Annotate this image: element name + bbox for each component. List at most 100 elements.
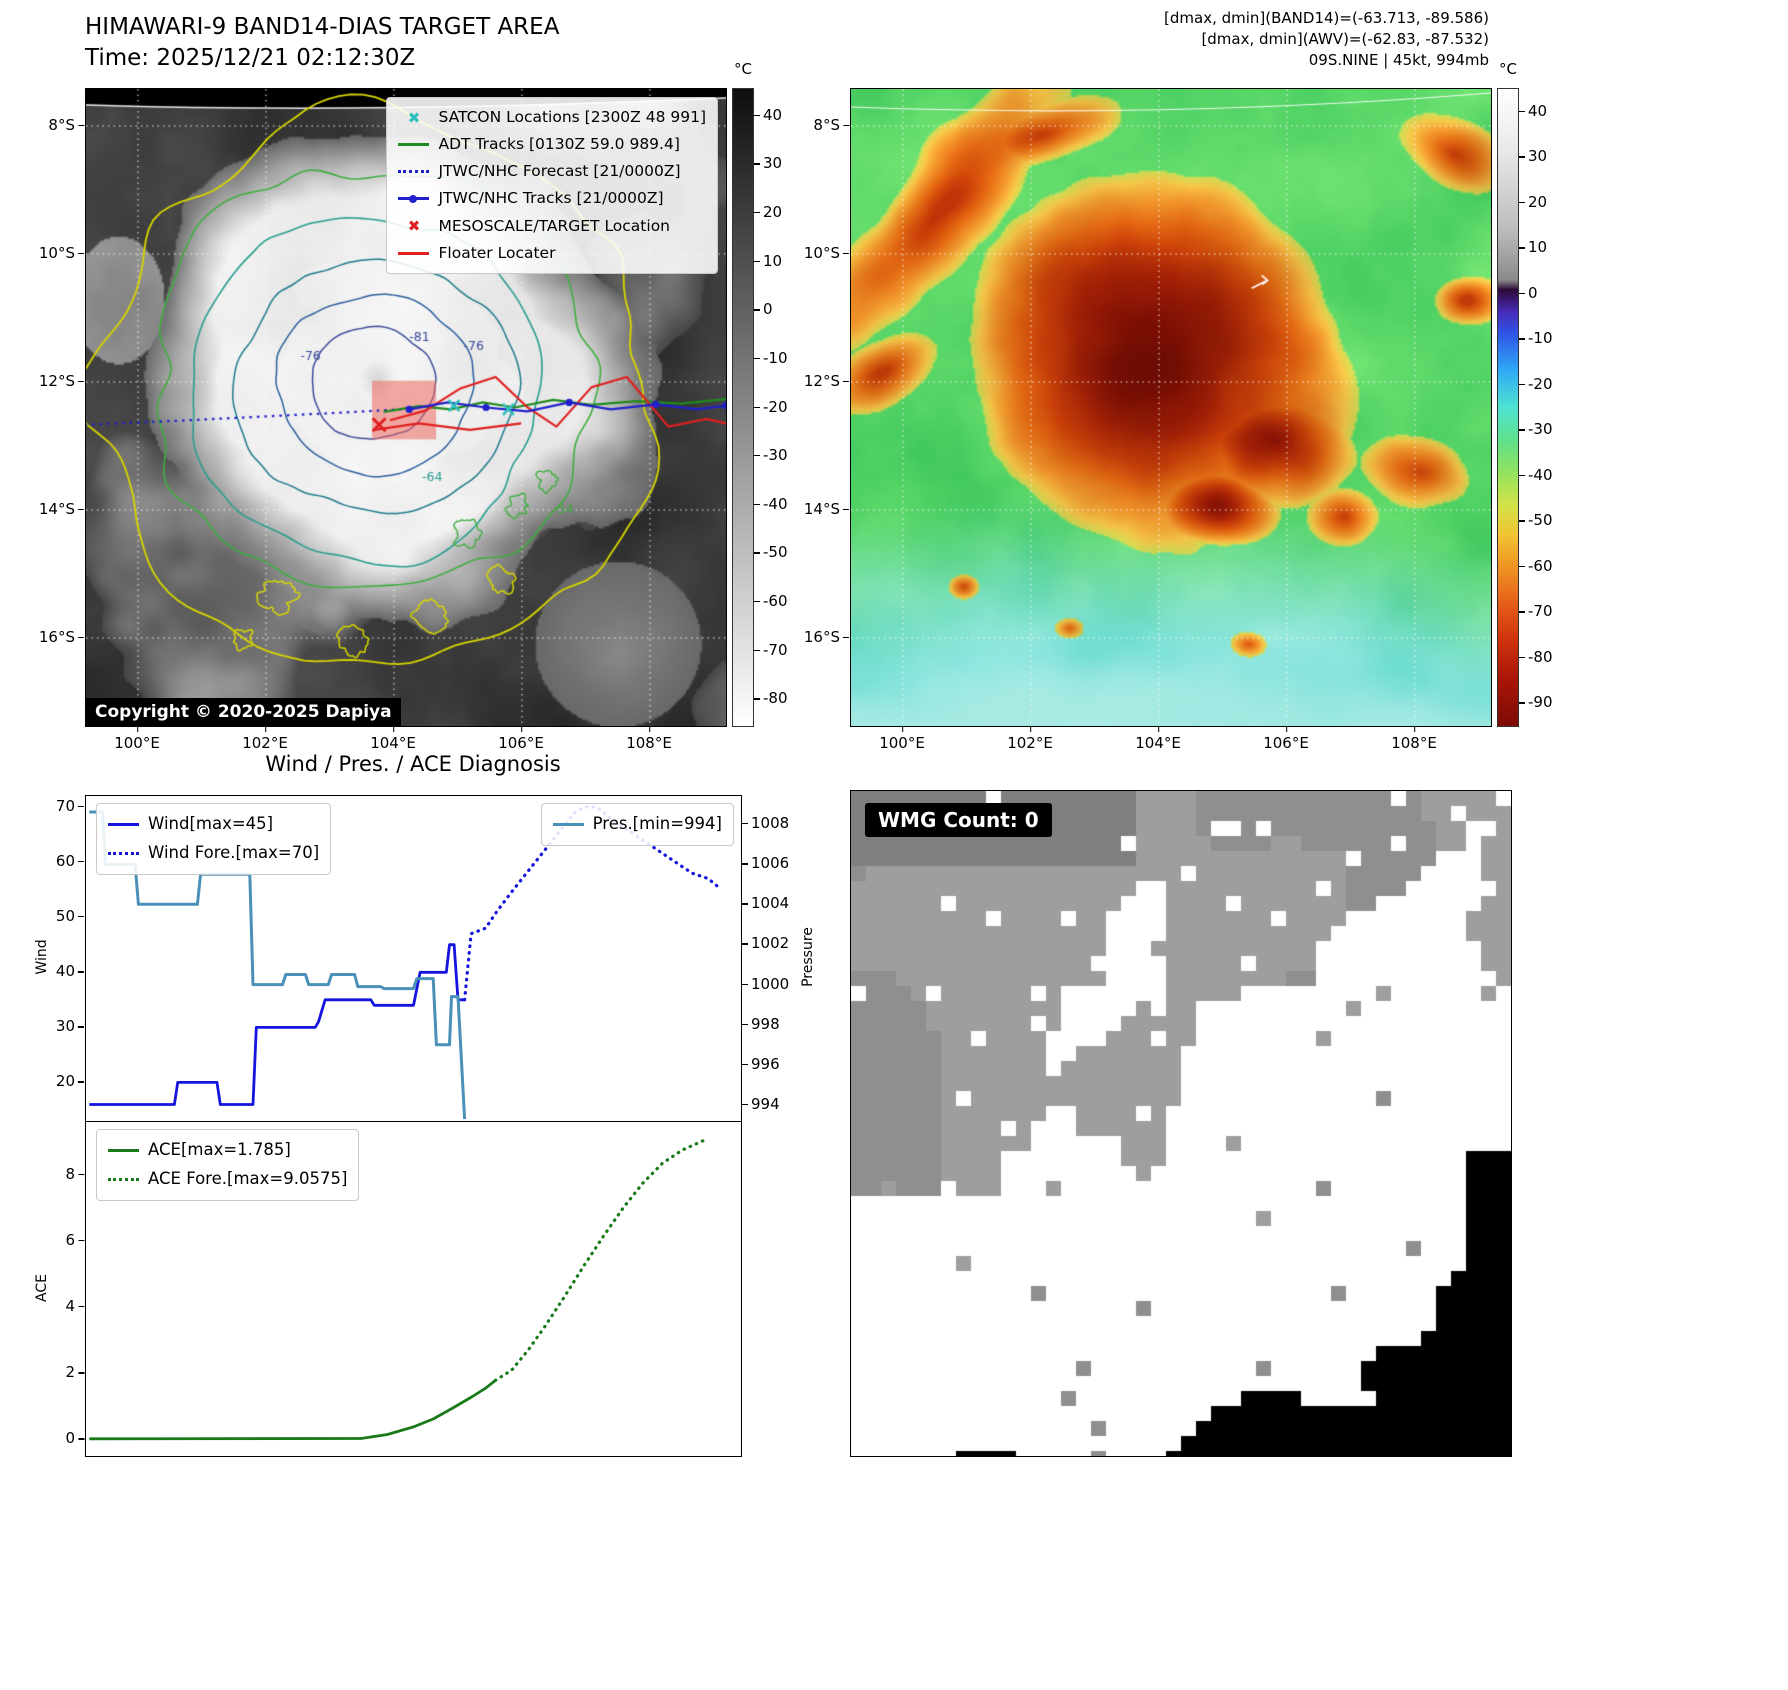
awv-colorbar-tick: 40 — [1519, 102, 1547, 120]
awv-lon-tick: 104°E — [1135, 726, 1181, 752]
band14-panel-title: HIMAWARI-9 BAND14-DIAS TARGET AREA Time:… — [85, 12, 559, 74]
band14-colorbar-tick: -10 — [754, 349, 788, 367]
legend-label: SATCON Locations [2300Z 48 991] — [438, 108, 706, 126]
chart-series-line — [493, 1138, 707, 1382]
chart-plot-area — [89, 1138, 707, 1441]
legend-dotted-icon — [398, 165, 430, 179]
awv-colorbar-tick: -30 — [1519, 420, 1553, 438]
legend-line-icon — [398, 138, 430, 152]
legend-entry: Pres.[min=994] — [552, 810, 722, 839]
pressure-axis-label: Pressure — [800, 927, 816, 987]
band14-time-text: Time: 2025/12/21 02:12:30Z — [85, 45, 416, 72]
pressure-tick: 1006 — [742, 854, 789, 872]
band14-colorbar-tick: -80 — [754, 689, 788, 707]
band14-colorbar-tick: -30 — [754, 446, 788, 464]
band14-lat-tick: 8°S — [48, 116, 84, 134]
legend-line-icon — [108, 817, 139, 831]
band14-lat-tick: 16°S — [39, 628, 85, 646]
wmg-count-canvas — [851, 791, 1511, 1456]
legend-line-dot-icon — [398, 192, 430, 206]
band14-lon-tick: 108°E — [626, 726, 672, 752]
legend-label: Floater Locater — [438, 243, 556, 262]
pressure-tick: 1000 — [742, 975, 789, 993]
pressure-tick: 994 — [742, 1095, 780, 1113]
legend-label: Wind[max=45] — [148, 814, 274, 833]
legend-label: MESOSCALE/TARGET Location — [438, 216, 671, 235]
band14-lat-tick: 14°S — [39, 500, 85, 518]
wind-tick: 30 — [56, 1017, 85, 1035]
band14-colorbar-tick: 40 — [754, 106, 782, 124]
awv-panel-header: [dmax, dmin](BAND14)=(-63.713, -89.586) … — [1164, 8, 1489, 71]
legend-line-icon — [552, 817, 584, 831]
wind-axis-label: Wind — [34, 939, 50, 975]
awv-lon-tick: 100°E — [879, 726, 925, 752]
ace-tick: 2 — [65, 1363, 84, 1381]
awv-colorbar-tick: -70 — [1519, 602, 1553, 620]
band14-lon-tick: 106°E — [498, 726, 544, 752]
band14-colorbar-unit: °C — [734, 60, 752, 78]
awv-lat-tick: 8°S — [813, 116, 849, 134]
band14-colorbar-tick: -50 — [754, 543, 788, 561]
diagnosis-title: Wind / Pres. / ACE Diagnosis — [265, 752, 561, 776]
awv-lat-tick: 12°S — [804, 372, 850, 390]
band14-colorbar — [732, 88, 754, 727]
awv-colorbar-tick: -60 — [1519, 557, 1553, 575]
legend-entry: Wind[max=45] — [108, 810, 319, 839]
legend-label: JTWC/NHC Tracks [21/0000Z] — [438, 189, 664, 208]
legend-box: ✖ SATCON Locations [2300Z 48 991] ADT Trac… — [386, 97, 718, 274]
awv-colorbar-tick: 20 — [1519, 193, 1547, 211]
wind-tick: 70 — [56, 797, 85, 815]
awv-lat-tick: 10°S — [804, 244, 850, 262]
awv-header-line2: [dmax, dmin](AWV)=(-62.83, -87.532) — [1201, 30, 1489, 48]
awv-colorbar-tick: 0 — [1519, 284, 1538, 302]
legend-label: ADT Tracks [0130Z 59.0 989.4] — [438, 135, 680, 154]
pressure-tick: 1002 — [742, 934, 789, 952]
ace-axis-label: ACE — [34, 1274, 50, 1302]
pressure-tick: 998 — [742, 1015, 780, 1033]
awv-header-line3: 09S.NINE | 45kt, 994mb — [1308, 51, 1489, 69]
awv-colorbar-tick: -40 — [1519, 466, 1553, 484]
awv-colorbar-tick: -80 — [1519, 648, 1553, 666]
awv-lon-tick: 106°E — [1263, 726, 1309, 752]
wind-tick: 60 — [56, 852, 85, 870]
awv-lat-tick: 16°S — [804, 628, 850, 646]
legend-box: Wind[max=45] Wind Fore.[max=70] — [96, 803, 332, 875]
band14-lon-tick: 104°E — [370, 726, 416, 752]
band14-colorbar-tick: 20 — [754, 203, 782, 221]
legend-label: ACE Fore.[max=9.0575] — [148, 1168, 348, 1188]
awv-satellite-canvas — [851, 89, 1491, 726]
band14-colorbar-tick: 0 — [754, 300, 773, 318]
wind-pressure-chart: Wind[max=45] Wind Fore.[max=70] Pres.[min=… — [85, 795, 742, 1122]
awv-colorbar — [1497, 88, 1519, 727]
legend-label: Pres.[min=994] — [592, 814, 722, 833]
legend-entry: Floater Locater — [398, 240, 706, 267]
legend-entry: ACE[max=1.785] — [108, 1136, 347, 1165]
legend-box: ACE[max=1.785] ACE Fore.[max=9.0575] — [96, 1129, 360, 1201]
pressure-tick: 996 — [742, 1055, 780, 1073]
band14-colorbar-tick: -60 — [754, 592, 788, 610]
legend-entry: JTWC/NHC Forecast [21/0000Z] — [398, 158, 706, 185]
band14-colorbar-tick: -70 — [754, 641, 788, 659]
chart-series-line — [89, 810, 467, 1120]
awv-colorbar-tick: 30 — [1519, 147, 1547, 165]
legend-entry: JTWC/NHC Tracks [21/0000Z] — [398, 185, 706, 212]
wind-tick: 20 — [56, 1072, 85, 1090]
legend-label: Wind Fore.[max=70] — [148, 842, 320, 862]
wind-tick: 40 — [56, 962, 85, 980]
wind-tick: 50 — [56, 907, 85, 925]
band14-colorbar-tick: 10 — [754, 252, 782, 270]
ace-tick: 0 — [65, 1429, 84, 1447]
band14-lat-tick: 12°S — [39, 372, 85, 390]
band14-lon-tick: 100°E — [114, 726, 160, 752]
awv-colorbar-tick: -50 — [1519, 511, 1553, 529]
band14-title-text: HIMAWARI-9 BAND14-DIAS TARGET AREA — [85, 14, 560, 40]
band14-lat-tick: 10°S — [39, 244, 85, 262]
legend-entry: ADT Tracks [0130Z 59.0 989.4] — [398, 131, 706, 158]
legend-entry: ✖ MESOSCALE/TARGET Location — [398, 213, 706, 240]
band14-satellite-map: Copyright © 2020-2025 Dapiya ✖ SATCON Loc… — [85, 88, 727, 727]
band14-colorbar-tick: -40 — [754, 495, 788, 513]
ace-chart: ACE[max=1.785] ACE Fore.[max=9.0575] — [85, 1121, 742, 1457]
band14-lon-tick: 102°E — [242, 726, 288, 752]
ace-tick: 8 — [65, 1165, 84, 1183]
legend-entry: ACE Fore.[max=9.0575] — [108, 1165, 347, 1194]
